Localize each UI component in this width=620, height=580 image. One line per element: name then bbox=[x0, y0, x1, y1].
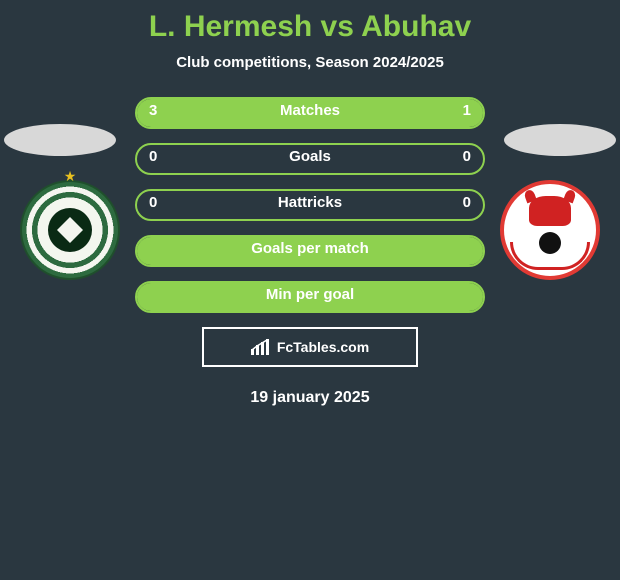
stat-bar-left-fill bbox=[137, 99, 397, 127]
subtitle: Club competitions, Season 2024/2025 bbox=[0, 54, 620, 71]
stat-row: Matches31 bbox=[135, 97, 485, 129]
date-label: 19 january 2025 bbox=[0, 389, 620, 407]
stat-row: Goals per match bbox=[135, 235, 485, 267]
chart-bars-icon bbox=[251, 339, 271, 355]
brand-label: FcTables.com bbox=[277, 339, 369, 355]
stat-bar bbox=[135, 235, 485, 267]
stat-bar-right-fill bbox=[397, 99, 484, 127]
stat-bar bbox=[135, 143, 485, 175]
stat-bar bbox=[135, 189, 485, 221]
stat-row: Min per goal bbox=[135, 281, 485, 313]
stat-row: Hattricks00 bbox=[135, 189, 485, 221]
stat-row: Goals00 bbox=[135, 143, 485, 175]
stat-bar-left-fill bbox=[137, 283, 483, 311]
brand-box: FcTables.com bbox=[202, 327, 418, 367]
page-title: L. Hermesh vs Abuhav bbox=[0, 0, 620, 44]
stat-bar bbox=[135, 281, 485, 313]
stat-bar-left-fill bbox=[137, 237, 483, 265]
stats-container: Matches31 Goals00 Hattricks00 Goals per mat… bbox=[0, 97, 620, 313]
stat-bar bbox=[135, 97, 485, 129]
